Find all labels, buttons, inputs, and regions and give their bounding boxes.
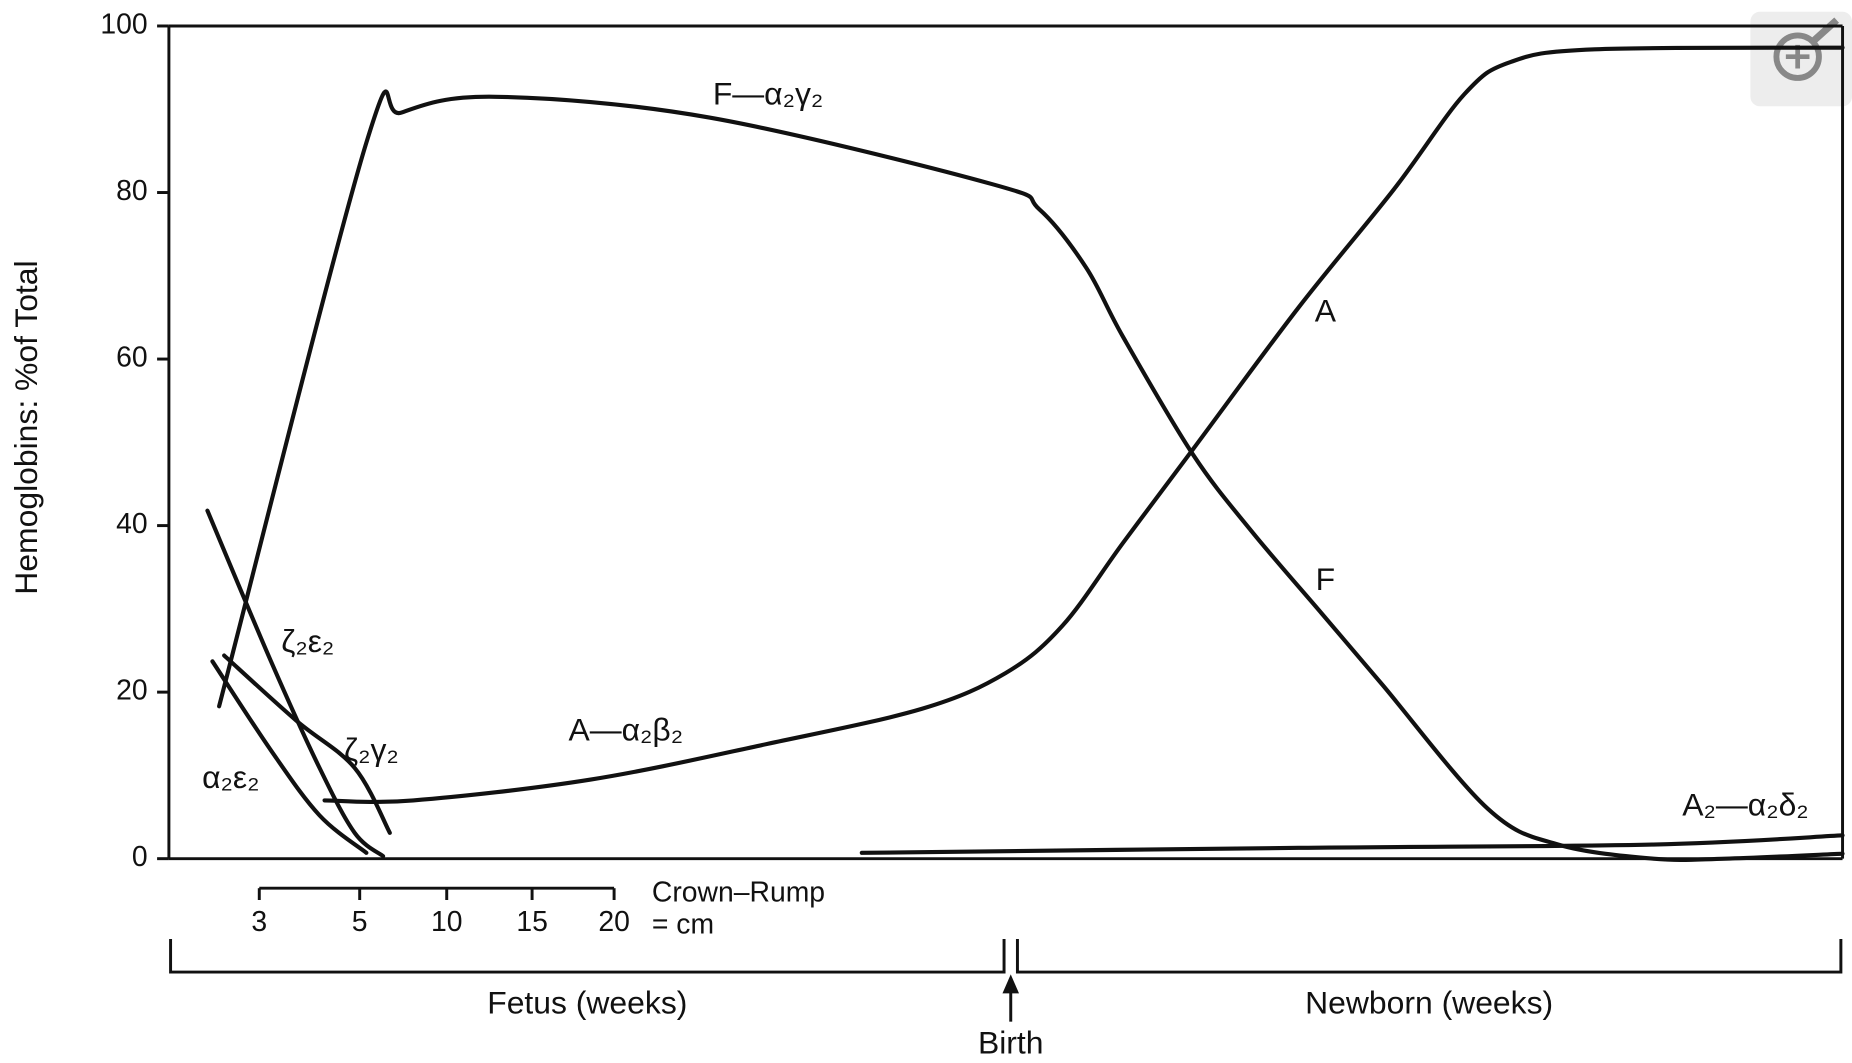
crown-rump-label: Crown–Rump	[652, 877, 825, 909]
y-tick-label: 80	[116, 175, 148, 207]
zoom-handle	[1810, 17, 1840, 44]
period-label: Newborn (weeks)	[1305, 985, 1553, 1021]
line-series	[322, 45, 1845, 804]
series-label: A—α₂β₂	[568, 712, 683, 748]
zoom-lens	[1773, 32, 1822, 81]
y-tick-label: 100	[100, 8, 147, 40]
crown-rump-tick-label: 5	[352, 906, 368, 938]
series-label: α₂ε₂	[202, 759, 259, 795]
period-bracket	[1015, 938, 1843, 974]
y-tick-label: 40	[116, 508, 148, 540]
y-tick-label: 0	[132, 841, 148, 873]
y-tick-label: 20	[116, 675, 148, 707]
crown-rump-tick-label: 10	[431, 906, 463, 938]
line-series	[859, 833, 1845, 855]
y-tick-label: 60	[116, 342, 148, 374]
curve-label: F	[1316, 561, 1335, 597]
crown-rump-tick-label: 20	[598, 906, 630, 938]
period-bracket	[169, 938, 1006, 974]
series-label: ζ₂γ₂	[344, 732, 399, 768]
line-series	[205, 508, 386, 859]
period-label: Fetus (weeks)	[487, 985, 687, 1021]
crown-rump-tick-label: 3	[251, 906, 267, 938]
series-label: A₂—α₂δ₂	[1682, 786, 1808, 822]
crown-rump-unit: = cm	[652, 908, 714, 940]
series-label: ζ₂ε₂	[281, 623, 334, 659]
crown-rump-tick-label: 15	[516, 906, 548, 938]
line-series	[217, 89, 1845, 862]
birth-label: Birth	[978, 1025, 1044, 1061]
series-label: F—α₂γ₂	[713, 75, 823, 111]
birth-arrowhead	[1002, 974, 1020, 994]
zoom-icon[interactable]	[1750, 11, 1852, 107]
line-series	[222, 653, 392, 835]
line-series	[210, 659, 369, 855]
curve-label: A	[1315, 293, 1337, 329]
y-axis-label: Hemoglobins: %of Total	[8, 260, 44, 594]
